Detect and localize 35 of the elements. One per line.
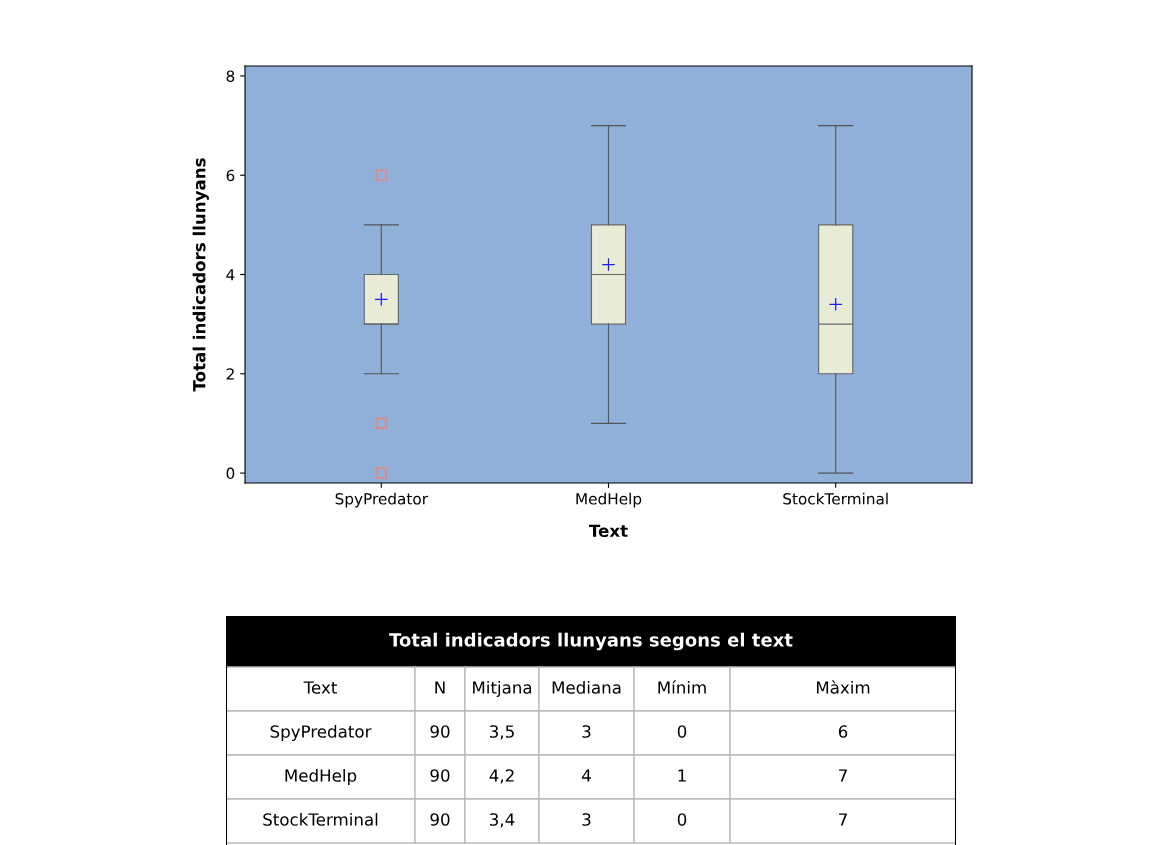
text: 3 xyxy=(582,813,591,826)
y-axis-title: Total indicadors llunyans xyxy=(192,158,209,392)
y-tick-label: 6 xyxy=(226,169,235,182)
category-label: MedHelp xyxy=(285,768,357,786)
category-label: Mitjana xyxy=(473,680,532,698)
category-label: N xyxy=(435,681,445,694)
text: 4 xyxy=(582,769,591,782)
category-label: Mediana xyxy=(552,680,621,694)
text: 1 xyxy=(678,769,686,782)
category-label: Màxim xyxy=(816,680,870,694)
category-label: Text xyxy=(303,681,337,694)
x-axis-title: Text xyxy=(588,524,628,538)
y-tick-label: 2 xyxy=(226,368,234,380)
y-tick-label: 0 xyxy=(226,467,235,480)
x-tick-label: SpyPredator xyxy=(335,492,429,508)
category-label: SpyPredator xyxy=(270,724,372,742)
y-tick-label: 4 xyxy=(226,269,235,281)
category-label: StockTerminal xyxy=(263,812,378,826)
text: 0 xyxy=(677,725,687,738)
y-tick-label: 8 xyxy=(226,70,235,82)
text: 90 xyxy=(430,725,450,738)
text: 7 xyxy=(839,813,847,826)
text: 3 xyxy=(582,725,591,738)
text: 4,2 xyxy=(489,769,514,784)
text: 90 xyxy=(430,813,450,826)
text: 7 xyxy=(839,769,847,782)
text: 3,4 xyxy=(490,813,515,828)
x-tick-label: StockTerminal xyxy=(783,492,888,505)
text: 90 xyxy=(430,769,450,782)
text: Total indicadors llunyans segons el text xyxy=(389,632,793,651)
category-label: Mínim xyxy=(658,680,706,694)
text: 3,5 xyxy=(490,725,514,740)
x-tick-label: MedHelp xyxy=(576,492,642,508)
text: 6 xyxy=(838,725,848,738)
text: 0 xyxy=(677,813,687,826)
